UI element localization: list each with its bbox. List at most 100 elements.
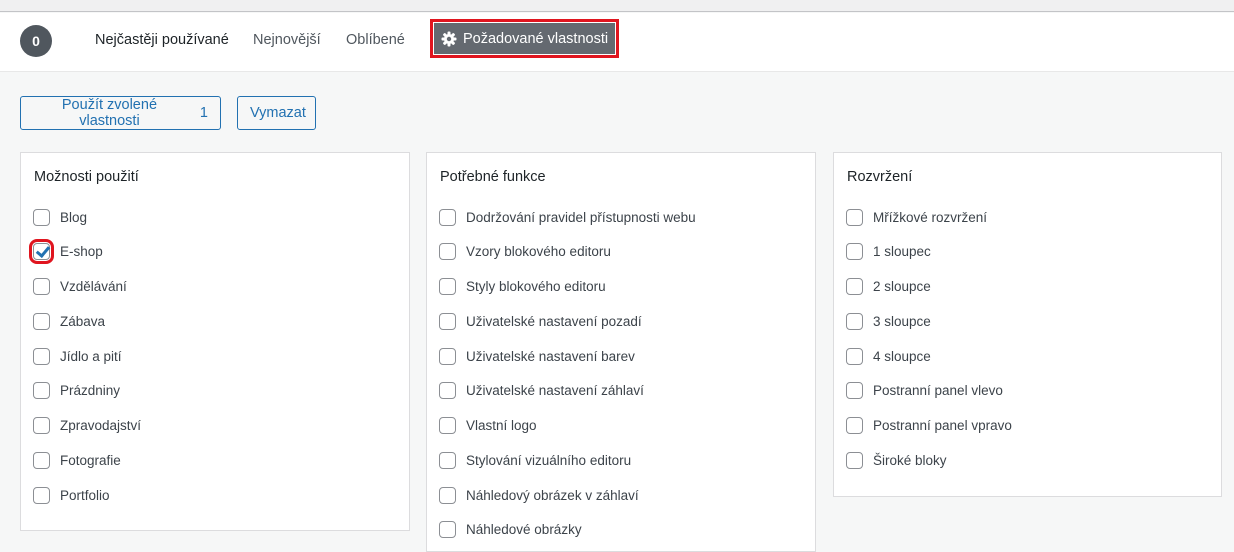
checkbox-label: 1 sloupec — [873, 244, 931, 260]
checkbox-label: Uživatelské nastavení barev — [466, 348, 635, 364]
checkbox-item[interactable]: 4 sloupce — [846, 346, 931, 366]
checkbox-label: Zpravodajství — [60, 418, 142, 433]
tab-latest[interactable]: Nejnovější — [253, 32, 321, 48]
checkbox-label: Postranní panel vpravo — [873, 418, 1012, 433]
tab-feature-filter[interactable]: Požadované vlastnosti — [434, 23, 615, 54]
panel-title: Potřebné funkce — [440, 169, 546, 185]
panel-layout: Rozvržení Mřížkové rozvržení 1 sloupec 2 sl… — [833, 152, 1222, 497]
checkbox-label: Vzdělávání — [60, 279, 127, 294]
tab-feature-filter-highlight: Požadované vlastnosti — [430, 19, 619, 58]
checkbox[interactable] — [439, 451, 456, 469]
checkbox-item[interactable]: Fotografie — [33, 450, 121, 470]
checkbox[interactable] — [439, 278, 456, 295]
checkbox[interactable] — [439, 521, 456, 539]
checkbox-item[interactable]: Vzdělávání — [33, 277, 127, 297]
checkbox[interactable] — [846, 382, 863, 400]
checkbox[interactable] — [846, 451, 863, 469]
checkbox[interactable] — [33, 486, 50, 504]
tab-feature-filter-label: Požadované vlastnosti — [463, 30, 609, 47]
checkbox-item[interactable]: Vzory blokového editoru — [439, 242, 611, 262]
apply-filters-button[interactable]: Použít zvolené vlastnosti 1 — [20, 96, 221, 130]
checkbox-item[interactable]: Zpravodajství — [33, 416, 141, 436]
checkbox-label: Portfolio — [60, 487, 110, 503]
checkbox[interactable] — [33, 312, 50, 330]
gear-icon — [441, 31, 457, 46]
checkbox-label: Náhledové obrázky — [466, 522, 582, 538]
checkbox[interactable] — [439, 486, 456, 504]
panel-usage: Možnosti použití Blog E-shop Vzdělávání Zába… — [20, 152, 410, 531]
checkbox[interactable] — [439, 208, 456, 226]
clear-button[interactable]: Vymazat — [237, 96, 316, 130]
checkbox-label: Fotografie — [60, 452, 121, 468]
checkbox-label: Jídlo a pití — [60, 348, 122, 364]
checkbox-item[interactable]: Zábava — [33, 311, 105, 331]
checkbox[interactable] — [439, 347, 456, 365]
checkbox[interactable] — [439, 243, 456, 261]
checkbox[interactable] — [33, 382, 50, 400]
checkbox[interactable] — [29, 239, 54, 265]
checkbox[interactable] — [846, 208, 863, 226]
panel-title: Možnosti použití — [34, 169, 139, 185]
checkbox-item[interactable]: 3 sloupce — [846, 311, 931, 331]
checkbox-item[interactable]: Blog — [33, 207, 87, 227]
checkbox[interactable] — [33, 451, 50, 469]
checkbox-label: Dodržování pravidel přístupnosti webu — [466, 209, 696, 225]
checkbox-item[interactable]: Styly blokového editoru — [439, 277, 606, 297]
checkbox[interactable] — [439, 312, 456, 330]
checkbox-label: Široké bloky — [873, 452, 947, 468]
checkbox-item[interactable]: E-shop — [29, 239, 103, 265]
checkbox-item[interactable]: Náhledový obrázek v záhlaví — [439, 485, 639, 505]
checkbox[interactable] — [846, 312, 863, 330]
checkbox-label: Uživatelské nastavení pozadí — [466, 313, 642, 329]
checkbox-label: Prázdniny — [60, 383, 121, 399]
checkbox[interactable] — [846, 347, 863, 365]
tab-favorites[interactable]: Oblíbené — [346, 32, 405, 48]
checkbox[interactable] — [33, 208, 50, 226]
checkbox-label: 2 sloupce — [873, 279, 931, 294]
panel-title: Rozvržení — [847, 169, 913, 185]
checkbox-item[interactable]: Dodržování pravidel přístupnosti webu — [439, 207, 696, 227]
checkbox-label: Postranní panel vlevo — [873, 383, 1003, 399]
checkbox-item[interactable]: Jídlo a pití — [33, 346, 122, 366]
checkbox-item[interactable]: Vlastní logo — [439, 416, 537, 436]
checkbox-label: Blog — [60, 209, 88, 225]
checkbox-label: Styly blokového editoru — [466, 279, 606, 294]
checkbox-label: Zábava — [60, 313, 106, 329]
checkbox-item[interactable]: Postranní panel vlevo — [846, 381, 1003, 401]
checkbox-item[interactable]: 1 sloupec — [846, 242, 931, 262]
checkbox-item[interactable]: Uživatelské nastavení pozadí — [439, 311, 642, 331]
top-strip — [0, 0, 1234, 12]
checkbox-label: E-shop — [60, 244, 103, 260]
tab-popular[interactable]: Nejčastěji používané — [95, 32, 229, 48]
panel-features: Potřebné funkce Dodržování pravidel příst… — [426, 152, 816, 552]
checkbox[interactable] — [33, 278, 50, 295]
checkbox-label: Vzory blokového editoru — [466, 244, 611, 260]
checkbox[interactable] — [439, 382, 456, 400]
checkbox[interactable] — [846, 243, 863, 261]
filter-bar: 0 Nejčastěji používané Nejnovější Oblíbe… — [0, 13, 1234, 72]
apply-filters-label: Použít zvolené vlastnosti — [61, 97, 158, 129]
checkbox[interactable] — [439, 417, 456, 434]
checkbox[interactable] — [33, 417, 50, 434]
checkbox-item[interactable]: Náhledové obrázky — [439, 520, 582, 540]
checkbox-item[interactable]: Uživatelské nastavení barev — [439, 346, 635, 366]
checkbox-label: Uživatelské nastavení záhlaví — [466, 383, 644, 399]
checkbox[interactable] — [846, 278, 863, 295]
checkbox-item[interactable]: Uživatelské nastavení záhlaví — [439, 381, 644, 401]
checkbox-item[interactable]: Stylování vizuálního editoru — [439, 450, 631, 470]
selected-count: 1 — [199, 105, 208, 121]
checkbox[interactable] — [846, 417, 863, 434]
theme-count-badge: 0 — [20, 25, 52, 57]
checkbox-item[interactable]: Prázdniny — [33, 381, 120, 401]
checkbox[interactable] — [33, 347, 50, 365]
checkbox-label: Vlastní logo — [466, 418, 537, 433]
checkbox-item[interactable]: Postranní panel vpravo — [846, 416, 1012, 436]
checkbox-item[interactable]: Mřížkové rozvržení — [846, 207, 987, 227]
checkbox-item[interactable]: 2 sloupce — [846, 277, 931, 297]
checkbox-item[interactable]: Široké bloky — [846, 450, 947, 470]
checkbox-label: Náhledový obrázek v záhlaví — [466, 487, 639, 503]
checkbox-label: 3 sloupce — [873, 313, 931, 329]
checkbox-label: Mřížkové rozvržení — [873, 209, 988, 225]
checkbox-label: 4 sloupce — [873, 348, 931, 364]
checkbox-item[interactable]: Portfolio — [33, 485, 110, 505]
